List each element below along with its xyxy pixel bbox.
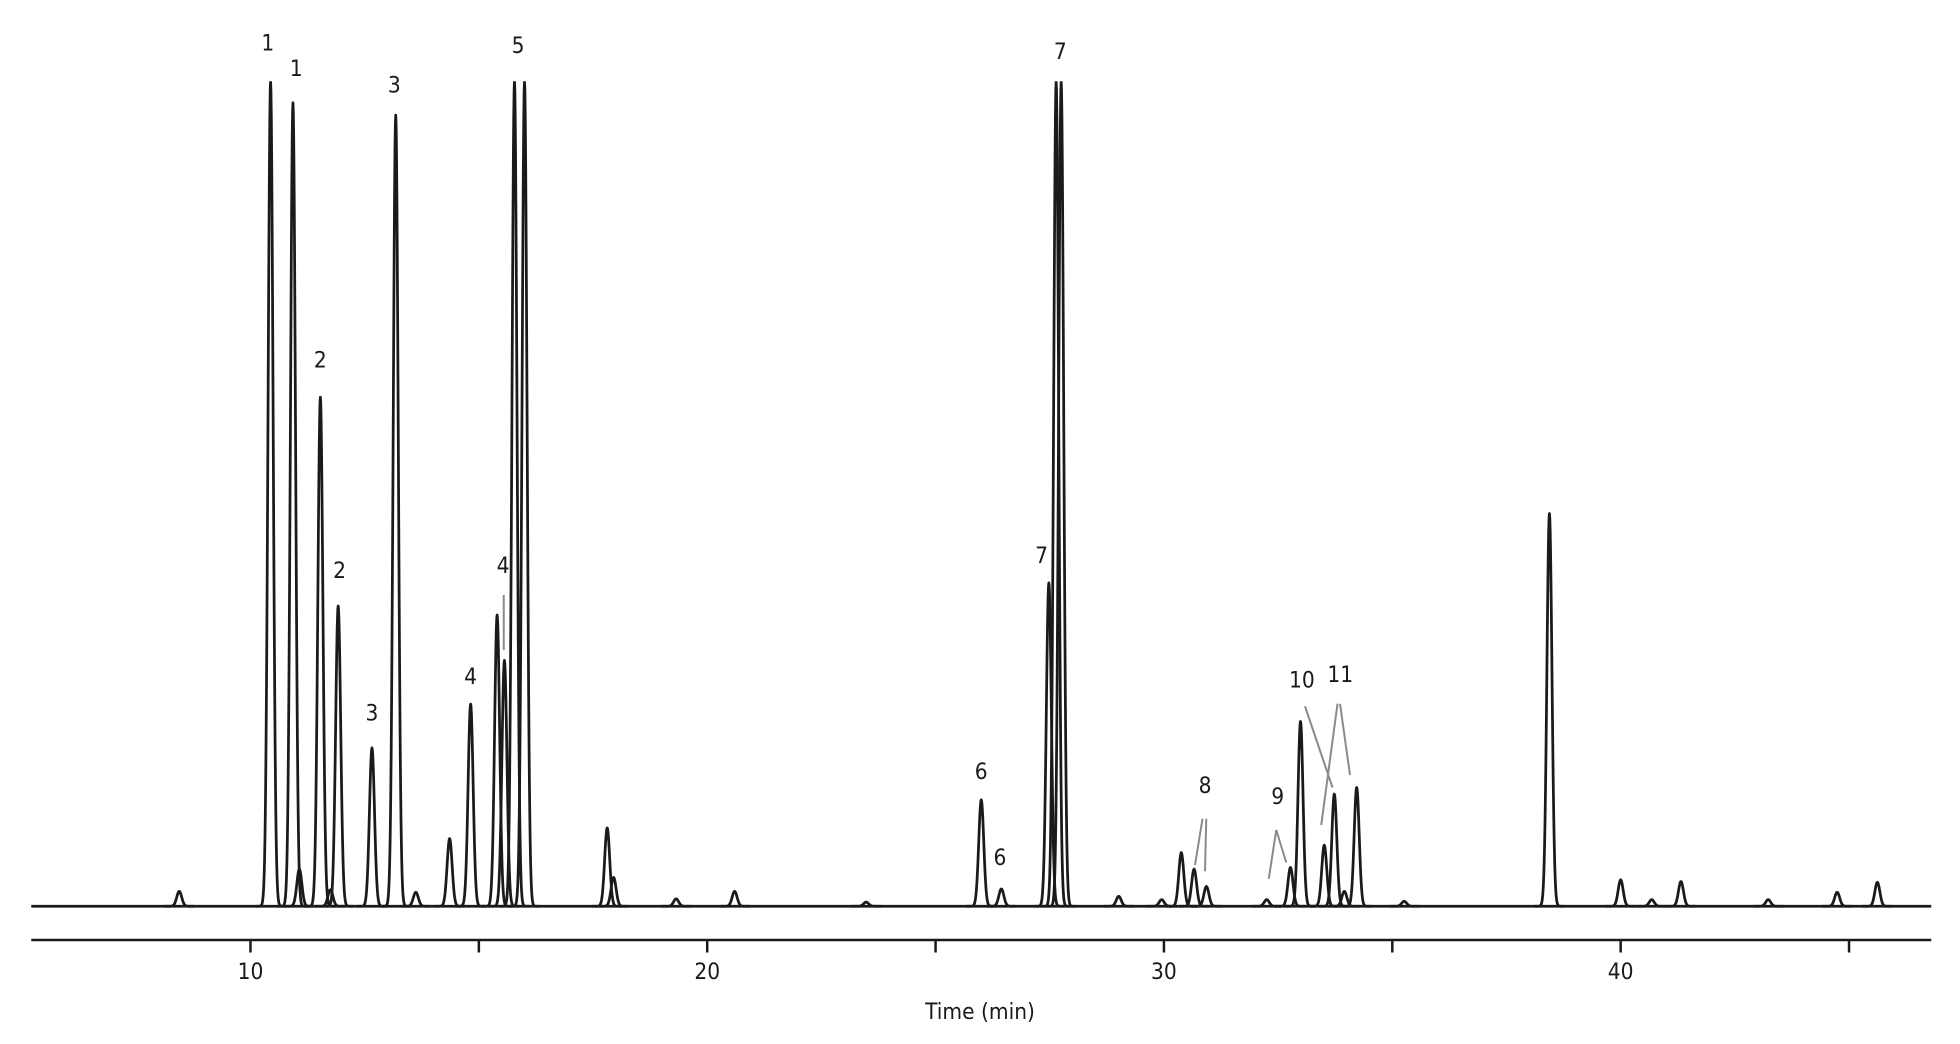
peak	[254, 81, 287, 908]
peak	[379, 113, 412, 908]
peak-label: 3	[388, 73, 401, 99]
peak-label: 6	[994, 845, 1007, 871]
peak	[1328, 890, 1361, 908]
leader-line	[1204, 818, 1208, 872]
peak	[399, 890, 432, 908]
leader-line	[1320, 703, 1339, 826]
peak	[1533, 512, 1566, 908]
peak	[276, 101, 310, 908]
peak-label: 11	[1327, 662, 1353, 688]
leader-lines	[502, 594, 1351, 879]
peak-label: 3	[366, 701, 379, 727]
peak-label: 2	[314, 347, 327, 373]
peak	[1308, 843, 1341, 908]
leader-line	[1267, 829, 1278, 879]
peak	[591, 826, 624, 908]
x-tick-label: 30	[1151, 959, 1177, 985]
peak	[498, 81, 531, 908]
peak	[1190, 885, 1223, 908]
peak	[1045, 81, 1078, 908]
peak	[1178, 867, 1211, 908]
peak	[1821, 890, 1854, 908]
peak	[1635, 898, 1668, 908]
peak	[660, 897, 693, 908]
peak	[1340, 786, 1373, 908]
peak	[597, 875, 630, 908]
peak-label: 6	[975, 759, 988, 785]
peak	[433, 837, 466, 908]
leader-line	[1339, 703, 1351, 776]
peak	[965, 798, 998, 908]
leader-line	[1275, 829, 1288, 863]
peak	[718, 890, 751, 908]
peak	[1388, 899, 1421, 908]
peak	[322, 604, 355, 908]
x-axis-label: Time (min)	[924, 999, 1035, 1025]
peak	[985, 887, 1018, 908]
peak	[454, 702, 487, 908]
peak	[1604, 878, 1637, 908]
x-tick-label: 40	[1608, 959, 1634, 985]
peak	[1284, 720, 1317, 908]
peak-label: 1	[261, 31, 274, 57]
peak	[1165, 851, 1198, 908]
peak-label: 8	[1199, 773, 1212, 799]
peak	[1102, 894, 1135, 908]
peak-label: 10	[1289, 668, 1315, 694]
peak	[1861, 880, 1894, 908]
peak	[163, 890, 196, 908]
peak-label: 2	[333, 558, 346, 584]
peak-label: 7	[1035, 543, 1048, 569]
peak	[314, 888, 347, 908]
peak	[1752, 898, 1785, 908]
peak	[481, 613, 514, 908]
peak-label: 1	[290, 56, 303, 82]
x-tick-label: 10	[238, 959, 264, 985]
leader-line	[1194, 818, 1204, 866]
peak	[508, 81, 541, 908]
peak-label: 5	[512, 33, 525, 59]
peak-label: 4	[464, 664, 477, 690]
peak-label: 4	[497, 553, 510, 579]
peak	[304, 395, 337, 908]
peak-label: 7	[1054, 39, 1067, 65]
x-tick-label: 20	[694, 959, 720, 985]
peak	[1032, 581, 1065, 908]
peak	[1274, 866, 1307, 908]
peak-label: 9	[1271, 784, 1284, 810]
peak	[850, 900, 883, 908]
peak	[1664, 880, 1698, 908]
peak	[355, 746, 389, 908]
trace	[31, 81, 1932, 908]
